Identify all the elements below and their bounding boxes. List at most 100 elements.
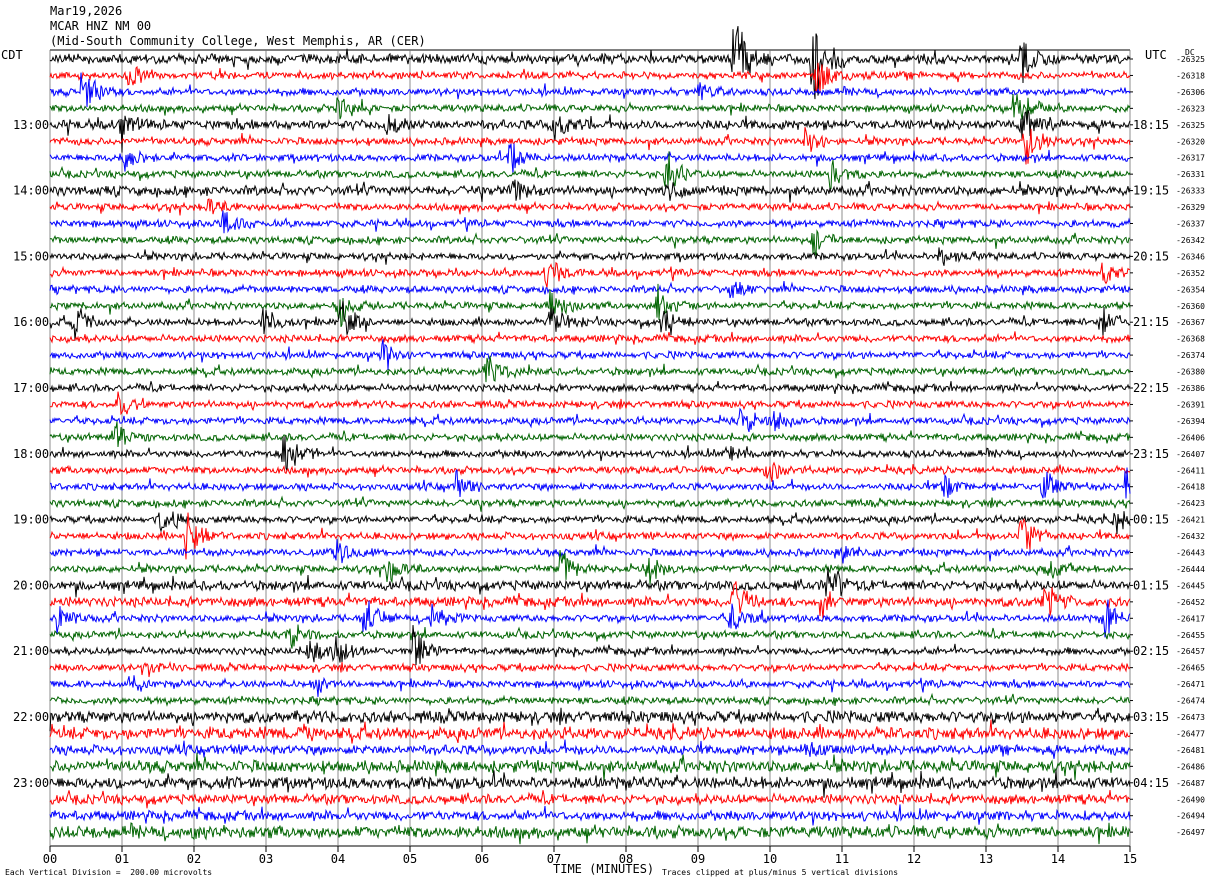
dc-offset-label: -26337 [1176, 220, 1205, 229]
left-hour-label: 13:00 [13, 118, 49, 132]
dc-offset-label: -26474 [1176, 697, 1205, 706]
trace-45 [49, 790, 1131, 809]
right-hour-label: 00:15 [1133, 513, 1169, 527]
trace-27 [49, 495, 1131, 512]
dc-offset-label: -26407 [1176, 450, 1205, 459]
dc-offset-label: -26490 [1176, 795, 1205, 804]
trace-33 [49, 581, 1131, 620]
right-timezone-label: UTC [1145, 48, 1167, 62]
dc-offset-label: -26306 [1176, 88, 1205, 97]
left-timezone-label: CDT [1, 48, 23, 62]
x-axis-title: TIME (MINUTES) [553, 862, 655, 876]
trace-22 [49, 407, 1131, 433]
left-hour-label: 22:00 [13, 710, 49, 724]
dc-offset-label: -26417 [1176, 614, 1205, 623]
trace-17 [49, 331, 1131, 345]
minute-grid [49, 49, 1133, 852]
dc-offset-label: -26367 [1176, 318, 1205, 327]
trace-39 [49, 692, 1131, 707]
dc-offset-label: -26411 [1176, 466, 1205, 475]
dc-offset-label: -26486 [1176, 762, 1205, 771]
trace-23 [49, 421, 1131, 448]
dc-offset-label: -26473 [1176, 713, 1205, 722]
dc-offset-label: -26386 [1176, 384, 1205, 393]
dc-offset-label: -26360 [1176, 302, 1205, 311]
dc-offset-label: -26457 [1176, 647, 1205, 656]
dc-offset-label: -26444 [1176, 565, 1205, 574]
trace-21 [49, 391, 1131, 416]
dc-offset-label: -26317 [1176, 154, 1205, 163]
right-hour-label: 19:15 [1133, 184, 1169, 198]
trace-35 [49, 624, 1131, 649]
dc-offset-label: -26368 [1176, 335, 1205, 344]
x-tick-label: 11 [835, 852, 849, 866]
trace-6 [49, 143, 1131, 175]
trace-5 [49, 127, 1131, 165]
trace-28 [49, 511, 1131, 535]
left-hour-label: 23:00 [13, 776, 49, 790]
dc-offset-label: -26452 [1176, 598, 1205, 607]
right-hour-label: 02:15 [1133, 644, 1169, 658]
trace-46 [49, 804, 1131, 826]
left-hour-label: 20:00 [13, 578, 49, 592]
trace-37 [49, 660, 1131, 678]
dc-offset-label: -26352 [1176, 269, 1205, 278]
dc-offset-label: -26323 [1176, 104, 1205, 113]
x-tick-label: 03 [259, 852, 273, 866]
left-hour-label: 19:00 [13, 513, 49, 527]
trace-8 [49, 179, 1131, 203]
dc-offset-header: DC [1185, 48, 1195, 57]
left-hour-label: 15:00 [13, 249, 49, 263]
x-tick-label: 13 [979, 852, 993, 866]
left-hour-label: 14:00 [13, 184, 49, 198]
right-hour-label: 03:15 [1133, 710, 1169, 724]
trace-29 [49, 512, 1131, 560]
dc-offset-label: -26325 [1176, 121, 1205, 130]
dc-offset-label: -26471 [1176, 680, 1205, 689]
trace-1 [49, 62, 1131, 94]
x-tick-label: 15 [1123, 852, 1137, 866]
record-date: Mar19,2026 [50, 4, 123, 18]
trace-43 [49, 752, 1131, 782]
right-hour-label: 21:15 [1133, 315, 1169, 329]
trace-26 [49, 467, 1131, 499]
trace-9 [49, 198, 1131, 216]
dc-offset-label: -26481 [1176, 746, 1205, 755]
dc-offset-label: -26394 [1176, 417, 1205, 426]
right-hour-label: 04:15 [1133, 776, 1169, 790]
dc-offset-label: -26418 [1176, 483, 1205, 492]
trace-19 [49, 355, 1131, 383]
trace-0 [49, 26, 1131, 100]
trace-13 [49, 261, 1131, 288]
right-hour-label: 23:15 [1133, 447, 1169, 461]
trace-40 [49, 707, 1131, 732]
trace-41 [49, 719, 1131, 744]
trace-47 [49, 822, 1131, 845]
right-hour-label: 01:15 [1133, 578, 1169, 592]
trace-36 [49, 625, 1131, 666]
trace-25 [49, 461, 1131, 482]
station-location: (Mid-South Community College, West Memph… [50, 34, 426, 48]
x-tick-label: 14 [1051, 852, 1065, 866]
left-hour-label: 17:00 [13, 381, 49, 395]
x-tick-label: 09 [691, 852, 705, 866]
trace-10 [49, 210, 1131, 234]
dc-offset-label: -26346 [1176, 252, 1205, 261]
trace-group [49, 26, 1131, 845]
dc-offset-label: -26333 [1176, 187, 1205, 196]
trace-44 [49, 769, 1131, 798]
trace-11 [49, 229, 1131, 256]
dc-offset-label: -26494 [1176, 812, 1205, 821]
label-group: 00 01 02 03 04 05 06 07 08 09 10 11 12 13 14 15 -26325 -2… [13, 55, 1205, 866]
right-hour-label: 22:15 [1133, 381, 1169, 395]
left-hour-label: 18:00 [13, 447, 49, 461]
left-hour-label: 21:00 [13, 644, 49, 658]
trace-34 [49, 599, 1131, 638]
dc-offset-label: -26325 [1176, 55, 1205, 64]
trace-31 [49, 549, 1131, 586]
trace-24 [49, 435, 1131, 472]
dc-offset-label: -26354 [1176, 285, 1205, 294]
trace-16 [49, 301, 1131, 341]
right-hour-label: 20:15 [1133, 249, 1169, 263]
